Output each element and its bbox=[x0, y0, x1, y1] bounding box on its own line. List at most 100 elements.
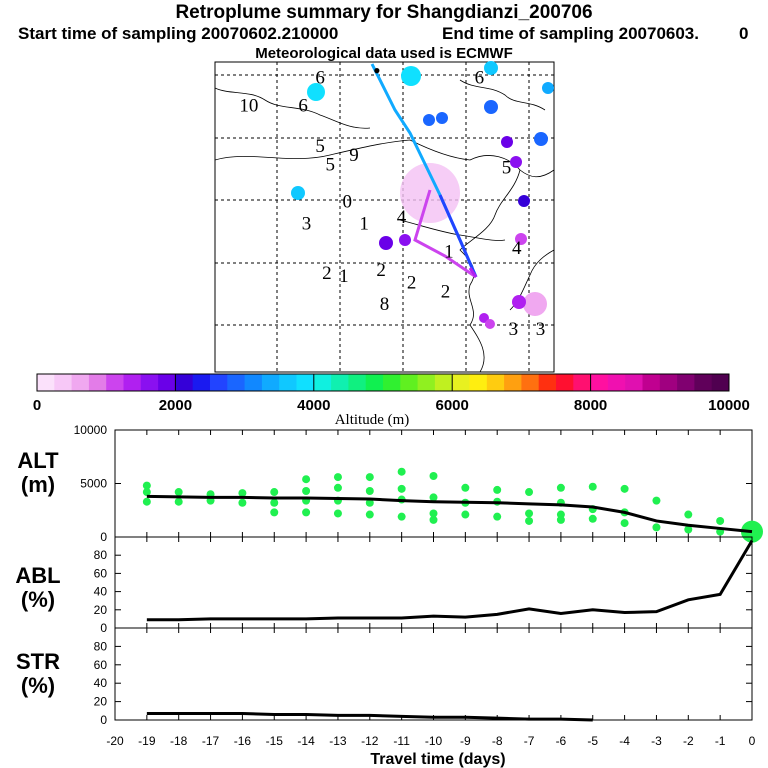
colorbar-title: Altitude (m) bbox=[335, 412, 410, 428]
colorbar-tick-label: 0 bbox=[33, 397, 41, 414]
colorbar-swatch bbox=[227, 374, 246, 391]
altitude-point bbox=[556, 483, 565, 492]
colorbar-swatch bbox=[348, 374, 367, 391]
plume-circle bbox=[399, 234, 411, 246]
plume-circle bbox=[510, 156, 522, 168]
plume-circle bbox=[523, 292, 547, 316]
altitude-colorbar: 0 2000 4000 6000 8000 10000 Altitude (m) bbox=[33, 373, 750, 428]
colorbar-swatch bbox=[106, 374, 124, 391]
colorbar-swatch bbox=[261, 374, 280, 391]
plume-circle bbox=[423, 114, 435, 126]
altitude-point bbox=[270, 488, 279, 497]
altitude-point bbox=[365, 510, 374, 519]
y-tick-label: 80 bbox=[94, 639, 108, 653]
colorbar-swatch bbox=[296, 374, 315, 391]
altitude-point bbox=[429, 515, 438, 524]
colorbar-swatch bbox=[210, 374, 228, 391]
colorbar-swatch bbox=[486, 374, 505, 391]
altitude-point bbox=[302, 475, 311, 484]
colorbar-swatch bbox=[37, 374, 55, 391]
colorbar-swatch bbox=[469, 374, 488, 391]
end-time-label: End time of sampling 20070603. bbox=[442, 24, 699, 43]
altitude-point bbox=[302, 508, 311, 517]
colorbar-swatch bbox=[71, 374, 90, 391]
map-day-label: 1 bbox=[339, 266, 349, 287]
altitude-point bbox=[174, 497, 183, 506]
panel-label: ALT bbox=[17, 448, 59, 473]
colorbar-swatch bbox=[158, 374, 176, 391]
x-tick-label: 0 bbox=[749, 734, 756, 748]
colorbar-swatch bbox=[313, 374, 332, 391]
colorbar-swatch bbox=[521, 374, 540, 391]
altitude-point bbox=[620, 519, 629, 528]
panel-frame bbox=[114, 536, 753, 629]
panel-alt: 0 5000 10000 ALT(m) bbox=[17, 423, 763, 544]
altitude-point bbox=[397, 512, 406, 521]
colorbar-swatch bbox=[590, 374, 609, 391]
colorbar-swatch bbox=[642, 374, 661, 391]
x-tick-label: -17 bbox=[202, 734, 220, 748]
x-tick-label: -2 bbox=[683, 734, 694, 748]
map-day-label: 2 bbox=[441, 282, 451, 303]
colorbar-tick-label: 4000 bbox=[297, 397, 330, 414]
altitude-point bbox=[429, 493, 438, 502]
x-tick-label: -16 bbox=[234, 734, 252, 748]
altitude-point bbox=[238, 498, 247, 507]
plume-circle bbox=[436, 112, 448, 124]
colorbar-tick-label: 6000 bbox=[436, 397, 469, 414]
altitude-point bbox=[461, 510, 470, 519]
y-tick-label: 20 bbox=[94, 603, 108, 617]
plume-circle bbox=[291, 186, 305, 200]
map-day-label: 5 bbox=[502, 158, 512, 179]
map-day-label: 10 bbox=[239, 96, 258, 117]
map-day-label: 9 bbox=[349, 145, 359, 166]
y-tick-label: 0 bbox=[100, 713, 107, 727]
x-tick-label: -12 bbox=[361, 734, 379, 748]
altitude-point bbox=[588, 514, 597, 523]
colorbar-swatch bbox=[417, 374, 436, 391]
colorbar-swatch bbox=[677, 374, 695, 391]
series-line-str bbox=[146, 712, 593, 722]
colorbar-swatch bbox=[400, 374, 419, 391]
altitude-point bbox=[397, 484, 406, 493]
x-tick-label: -6 bbox=[556, 734, 567, 748]
panel-unit: (m) bbox=[21, 472, 55, 497]
colorbar-swatch bbox=[244, 374, 263, 391]
altitude-point bbox=[333, 473, 342, 482]
colorbar-swatch bbox=[192, 374, 211, 391]
plume-circle bbox=[534, 132, 548, 146]
x-tick-label: -9 bbox=[460, 734, 471, 748]
altitude-point bbox=[620, 484, 629, 493]
colorbar-swatch bbox=[694, 374, 713, 391]
altitude-point bbox=[270, 508, 279, 517]
plume-circle bbox=[515, 233, 527, 245]
colorbar-swatch bbox=[607, 374, 626, 391]
plume-circle bbox=[401, 66, 421, 86]
trajectory-segment-middle bbox=[438, 194, 478, 278]
colorbar-swatch bbox=[556, 374, 574, 391]
plume-circle bbox=[542, 82, 554, 94]
series-line-abl bbox=[146, 539, 754, 622]
map-day-label: 2 bbox=[407, 272, 417, 293]
altitude-point bbox=[525, 488, 534, 497]
altitude-point bbox=[142, 497, 151, 506]
release-site-marker: • bbox=[373, 58, 381, 83]
x-tick-label: -18 bbox=[170, 734, 188, 748]
altitude-point bbox=[525, 516, 534, 525]
y-tick-label: 0 bbox=[100, 530, 107, 544]
y-tick-label: 60 bbox=[94, 566, 108, 580]
map-day-label: 6 bbox=[298, 96, 308, 117]
colorbar-swatch bbox=[452, 374, 470, 391]
altitude-point bbox=[525, 509, 534, 518]
map-day-label: 6 bbox=[475, 68, 485, 89]
y-tick-label: 20 bbox=[94, 695, 108, 709]
map-day-label: 0 bbox=[342, 192, 352, 213]
end-time-suffix: 0 bbox=[739, 24, 749, 43]
altitude-point bbox=[365, 486, 374, 495]
altitude-point bbox=[302, 486, 311, 495]
trajectory-segment-lower bbox=[413, 189, 477, 279]
panel-abl: 0 20 40 60 80 ABL(%) bbox=[15, 536, 754, 635]
colorbar-swatch bbox=[504, 374, 522, 391]
plume-circle bbox=[501, 136, 513, 148]
